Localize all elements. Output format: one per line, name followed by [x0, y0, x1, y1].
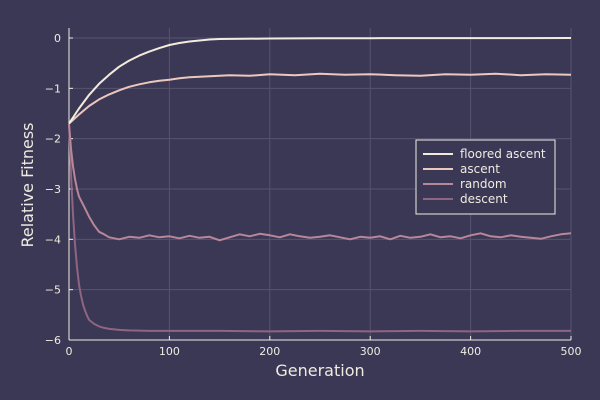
x-tick-label: 0 [66, 345, 73, 358]
series-line-descent [68, 123, 571, 333]
legend-label-floored-ascent: floored ascent [460, 147, 546, 161]
series-line-floored-ascent [68, 37, 572, 125]
legend-box [415, 139, 556, 215]
x-tick-label: 400 [460, 345, 481, 358]
legend-label-descent: descent [460, 192, 508, 206]
axes [68, 28, 571, 341]
legend-label-ascent: ascent [460, 162, 500, 176]
y-tick-label: 0 [54, 32, 61, 45]
y-ticks: 0 −1 −2 −3 −4 −5 −6 [45, 32, 73, 347]
x-tick-label: 100 [159, 345, 180, 358]
x-tick-label: 300 [360, 345, 381, 358]
y-tick-label: −6 [45, 334, 61, 347]
y-tick-label: −5 [45, 284, 61, 297]
x-tick-label: 500 [561, 345, 582, 358]
legend-label-random: random [460, 177, 507, 191]
y-tick-label: −3 [45, 183, 61, 196]
y-tick-label: −2 [45, 133, 61, 146]
y-axis-label: Relative Fitness [18, 122, 37, 247]
series-line-random [68, 123, 572, 242]
x-axis-label: Generation [275, 361, 364, 380]
y-tick-label: −1 [45, 82, 61, 95]
legend: floored ascent ascent random descent [415, 139, 556, 215]
series-lines [68, 37, 572, 333]
y-tick-label: −4 [45, 233, 61, 246]
x-tick-label: 200 [259, 345, 280, 358]
x-ticks: 0 100 200 300 400 500 [66, 336, 582, 358]
series-line-ascent [68, 72, 572, 125]
